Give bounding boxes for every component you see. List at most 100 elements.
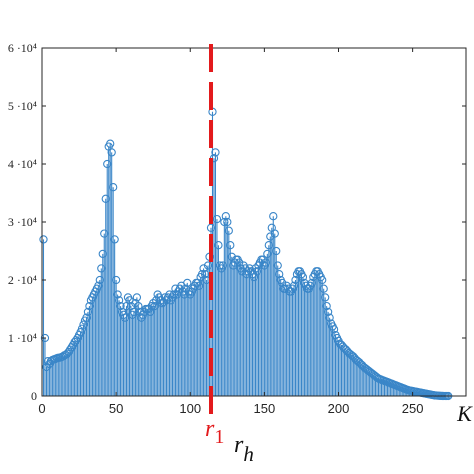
x-tick-label: 200 <box>328 401 350 416</box>
stem-marker <box>194 281 204 290</box>
stem-marker <box>110 235 119 244</box>
x-extra-label-k: K <box>456 401 473 426</box>
stem-marker <box>206 223 216 232</box>
stem-marker <box>220 217 229 227</box>
stem-marker <box>212 214 222 224</box>
stem-marker <box>307 278 316 288</box>
stem-marker <box>103 159 112 169</box>
stem-marker <box>183 278 192 288</box>
stem-marker <box>150 301 159 311</box>
y-tick-label: 5 ·10⁴ <box>8 99 37 113</box>
x-tick-label: 250 <box>402 401 424 416</box>
stem-marker <box>107 148 116 157</box>
stem-marker <box>325 313 334 322</box>
y-tick-label: 4 ·10⁴ <box>8 157 37 171</box>
stem-marker <box>221 212 230 221</box>
stem-marker <box>83 307 93 317</box>
stem-marker <box>273 261 282 270</box>
stem-series <box>42 111 448 396</box>
x-tick-label: 100 <box>179 401 201 416</box>
stem-marker <box>169 290 179 299</box>
stem-marker <box>200 270 210 279</box>
stem-marker <box>129 307 139 317</box>
x-title-subscript: h <box>243 442 254 466</box>
reference-label-subscript: 1 <box>214 426 224 448</box>
stem-marker <box>263 249 272 259</box>
stem-marker <box>106 139 115 148</box>
stem-marker <box>40 333 50 343</box>
stem-marker <box>79 320 88 329</box>
stem-marker <box>97 264 106 273</box>
stem-marker <box>258 255 268 264</box>
y-tick-label: 0 <box>31 389 37 403</box>
stem-marker <box>275 270 284 279</box>
stem-marker <box>338 342 348 351</box>
stem-marker <box>85 301 94 311</box>
stem-marker <box>237 267 247 276</box>
stem-marker <box>113 290 122 299</box>
y-tick-label: 1 ·10⁴ <box>8 331 37 345</box>
stem-marker <box>261 258 271 267</box>
stem-marker <box>95 275 104 285</box>
x-axis-title: rh <box>234 432 254 466</box>
stem-marker <box>224 226 233 235</box>
stem-marker <box>131 299 140 308</box>
marker-series <box>39 107 453 401</box>
stem-marker <box>347 351 356 360</box>
stem-marker <box>323 307 333 317</box>
stem-marker <box>214 241 223 250</box>
x-tick-label: 0 <box>38 401 45 416</box>
stem-marker <box>235 258 244 267</box>
stem-marker <box>319 284 328 293</box>
stem-marker <box>116 301 125 311</box>
reference-line-label: r1 <box>205 416 224 448</box>
stem-marker <box>111 275 121 285</box>
stem-marker <box>134 301 143 311</box>
stem-marker <box>199 264 208 273</box>
stem-marker <box>203 261 213 270</box>
stem-marker <box>114 296 124 305</box>
stem-marker <box>355 358 364 367</box>
stem-marker <box>101 194 110 203</box>
stem-marker <box>109 183 118 192</box>
stem-marker <box>77 324 87 333</box>
stem-marker <box>42 362 51 372</box>
stem-marker <box>252 267 262 276</box>
stem-marker <box>322 301 331 311</box>
stem-marker <box>100 229 109 238</box>
y-tick-label: 3 ·10⁴ <box>8 215 37 229</box>
stem-marker <box>226 241 235 250</box>
axis-ticks: 0 50 100 150 200 250 0 1 ·10⁴ 2 ·10⁴ 3 ·10⁴ 4 ·10⁴… <box>8 41 466 416</box>
stem-marker <box>270 229 279 238</box>
stem-marker <box>329 325 339 334</box>
stem-marker <box>61 350 70 359</box>
stem-marker <box>269 212 278 221</box>
stem-marker <box>197 270 207 279</box>
stem-marker <box>39 235 48 244</box>
stem-marker <box>266 232 275 241</box>
stem-marker <box>291 275 300 285</box>
stem-marker <box>223 217 232 227</box>
stem-marker <box>264 241 273 250</box>
stem-marker <box>146 307 155 317</box>
stem-marker <box>120 313 130 322</box>
stem-marker <box>82 313 91 322</box>
y-tick-label: 2 ·10⁴ <box>8 273 37 287</box>
stem-marker <box>94 281 103 290</box>
y-tick-label: 6 ·10⁴ <box>8 41 37 55</box>
stem-marker <box>318 275 327 285</box>
stem-marker <box>132 293 142 302</box>
x-tick-label: 50 <box>109 401 123 416</box>
stem-marker <box>340 344 349 353</box>
stem-marker <box>272 246 281 256</box>
stem-marker <box>180 290 189 299</box>
stem-marker <box>321 293 330 302</box>
stem-marker <box>335 339 345 348</box>
stem-marker <box>211 148 220 157</box>
stem-marker <box>98 249 107 259</box>
stem-marker <box>289 281 299 290</box>
stem-marker <box>218 261 228 270</box>
x-tick-label: 150 <box>254 401 276 416</box>
reference-label-main: r <box>205 416 215 442</box>
